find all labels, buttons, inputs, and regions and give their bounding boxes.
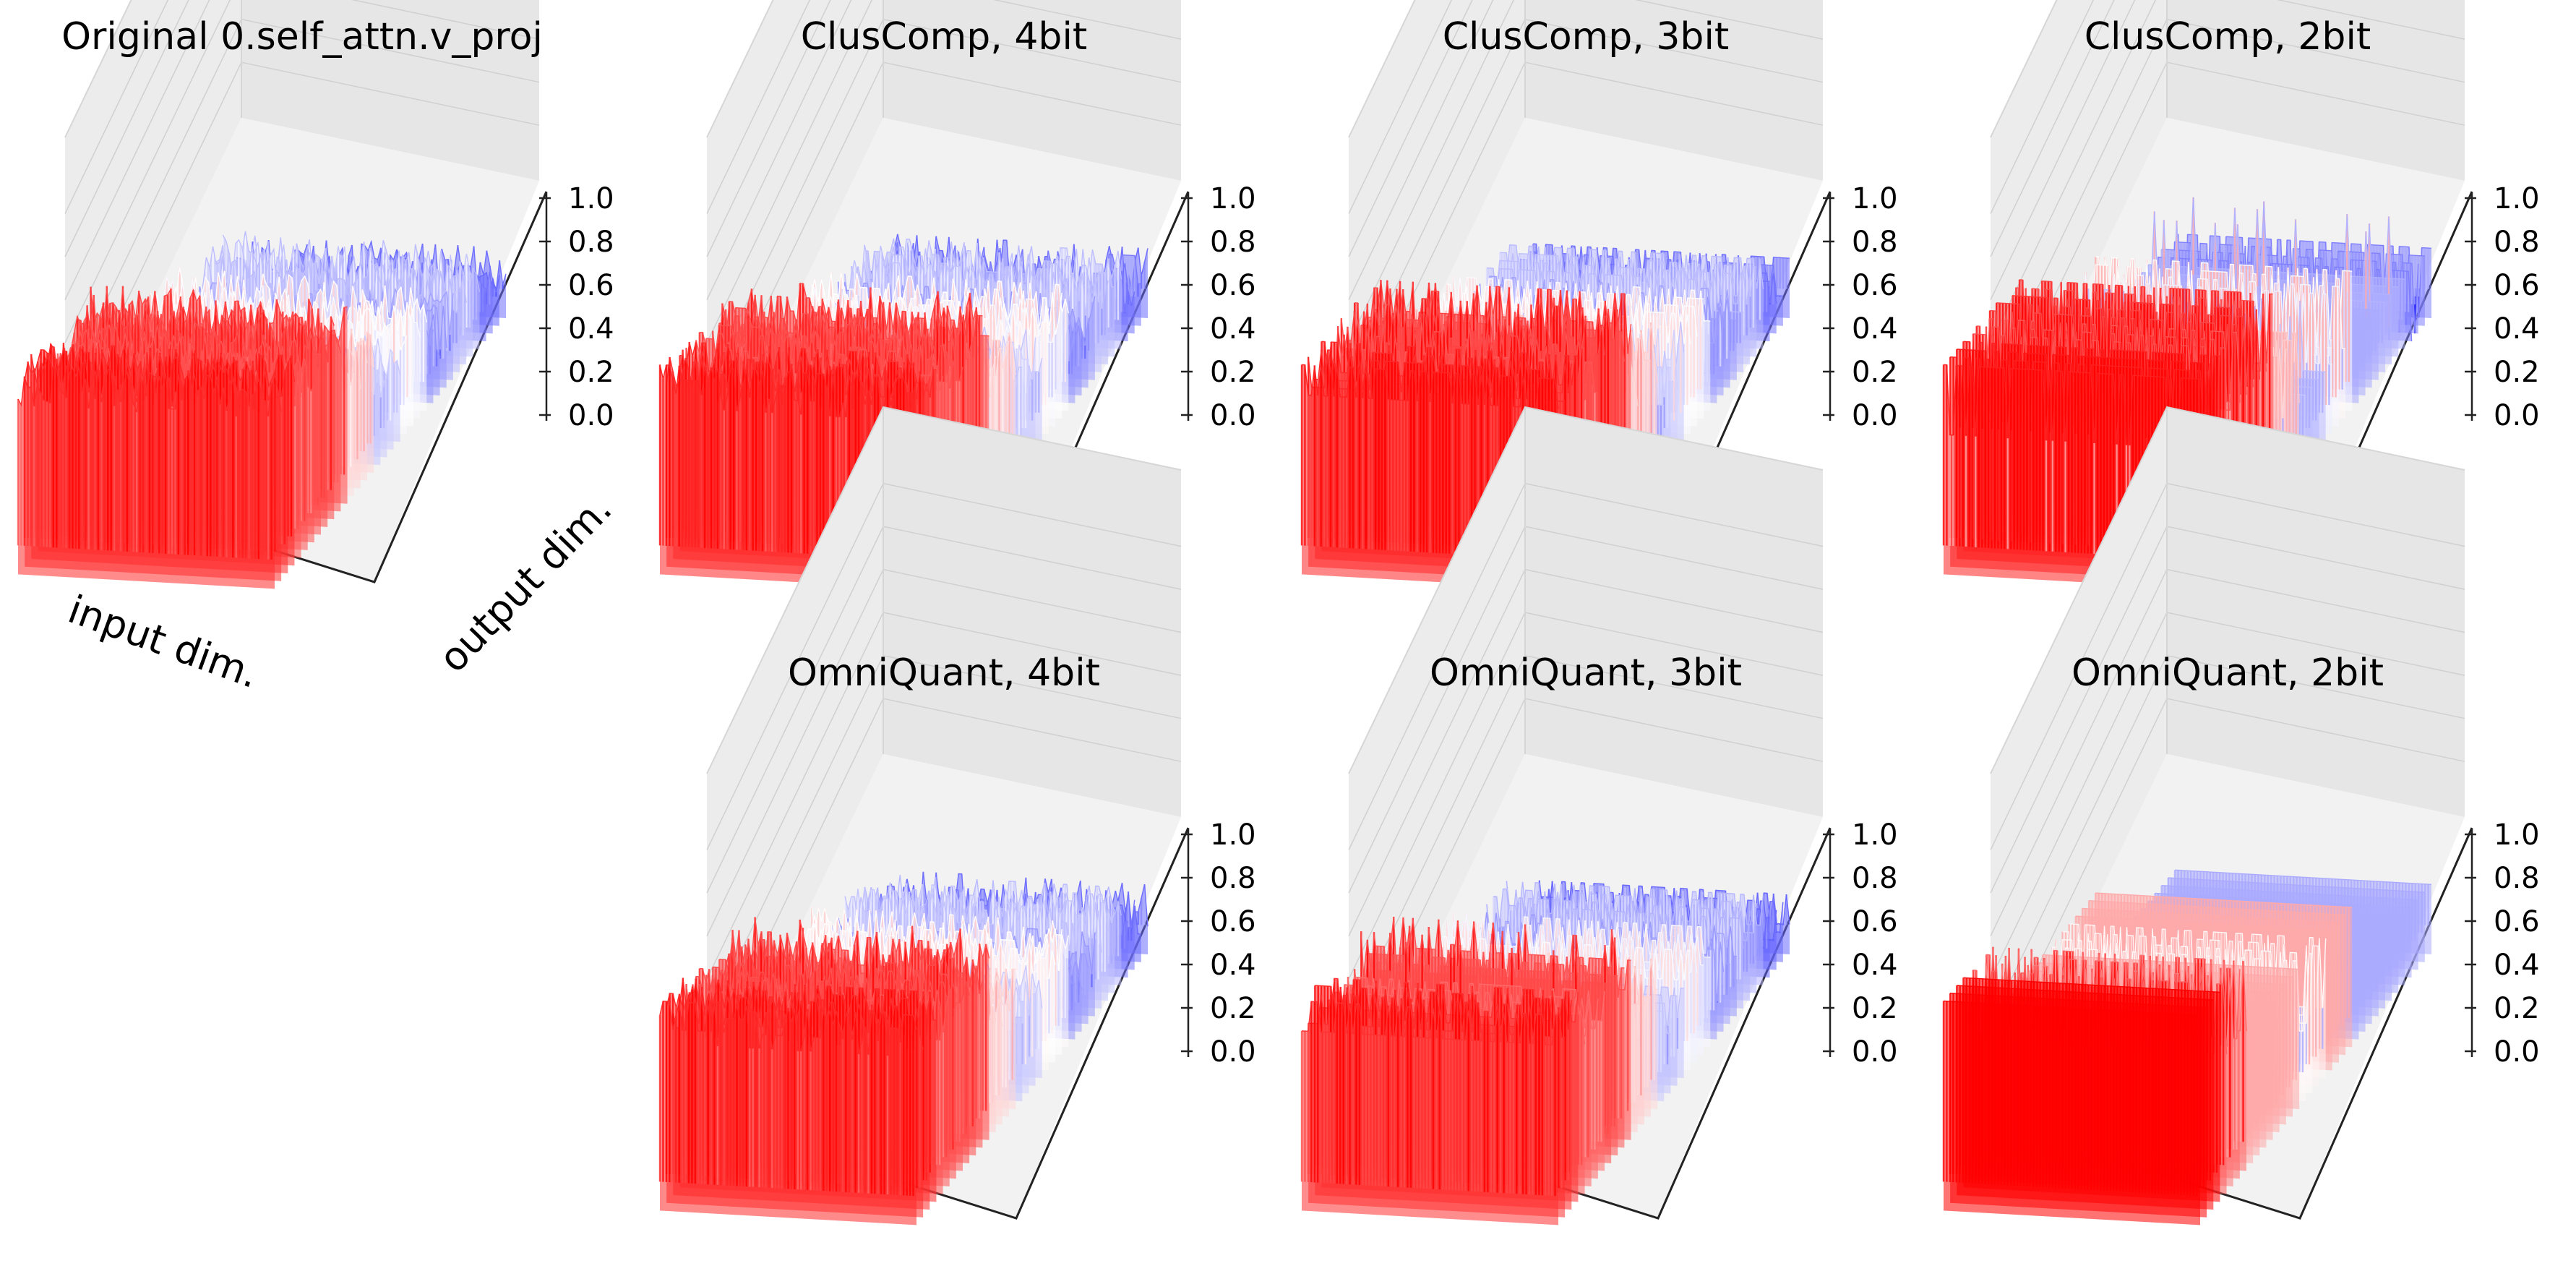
z-tick-label: 0.2 <box>568 356 614 389</box>
z-tick-label: 0.4 <box>568 312 614 346</box>
y-axis-label: output dim. <box>430 486 621 681</box>
panel-title: Original 0.self_attn.v_proj <box>61 15 543 59</box>
z-tick-label: 0.8 <box>568 226 614 259</box>
z-tick-label: 0.6 <box>568 269 614 302</box>
z-tick-label: 0.0 <box>568 399 614 432</box>
panel-0: 0.0 0.2 0.4 0.6 0.8 1.0 Original 0.self_attn.v… <box>18 0 621 697</box>
x-axis-label: input dim. <box>62 586 265 697</box>
z-tick-label: 1.0 <box>568 182 614 215</box>
